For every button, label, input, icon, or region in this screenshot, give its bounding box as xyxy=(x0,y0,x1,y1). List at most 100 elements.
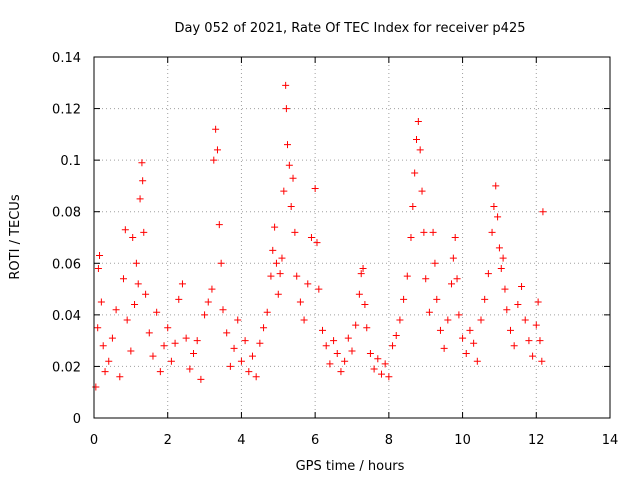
x-tick-label: 12 xyxy=(528,433,545,448)
data-point xyxy=(97,298,105,306)
data-point xyxy=(473,357,481,365)
data-point xyxy=(160,342,168,350)
data-point xyxy=(182,334,190,342)
data-point xyxy=(121,226,129,234)
data-point xyxy=(381,360,389,368)
data-point xyxy=(525,337,533,345)
data-point xyxy=(497,264,505,272)
data-point xyxy=(108,334,116,342)
data-point xyxy=(139,177,147,185)
data-point xyxy=(431,259,439,267)
data-point xyxy=(330,337,338,345)
data-point xyxy=(178,280,186,288)
y-tick-label: 0.1 xyxy=(60,154,81,169)
data-point xyxy=(440,344,448,352)
y-tick-label: 0.14 xyxy=(52,51,81,66)
data-point xyxy=(271,223,279,231)
data-point xyxy=(499,254,507,262)
data-point xyxy=(429,228,437,236)
data-point xyxy=(282,81,290,89)
data-point xyxy=(274,290,282,298)
data-point xyxy=(333,350,341,358)
data-point xyxy=(422,275,430,283)
data-points xyxy=(92,81,547,391)
data-point xyxy=(518,282,526,290)
data-point xyxy=(267,272,275,280)
y-tick-label: 0 xyxy=(73,412,81,427)
data-point xyxy=(186,365,194,373)
data-point xyxy=(300,316,308,324)
data-point xyxy=(357,270,365,278)
data-point xyxy=(477,316,485,324)
data-point xyxy=(433,295,441,303)
data-point xyxy=(407,234,415,241)
data-point xyxy=(131,301,139,309)
data-point xyxy=(341,357,349,365)
data-point xyxy=(94,324,102,332)
data-point xyxy=(138,159,146,167)
data-point xyxy=(99,342,107,350)
data-point xyxy=(291,228,299,236)
data-point xyxy=(287,203,295,211)
data-point xyxy=(289,174,297,182)
data-point xyxy=(514,301,522,309)
data-point xyxy=(116,373,124,381)
data-point xyxy=(96,252,104,260)
data-point xyxy=(389,342,397,350)
data-point xyxy=(105,357,113,365)
data-point xyxy=(304,280,312,288)
data-point xyxy=(269,246,277,254)
data-point xyxy=(94,264,102,272)
data-point xyxy=(164,324,172,332)
x-tick-label: 4 xyxy=(237,433,245,448)
data-point xyxy=(377,370,385,378)
data-point xyxy=(112,306,120,314)
data-point xyxy=(204,298,212,306)
data-point xyxy=(197,375,205,383)
data-point xyxy=(315,285,323,293)
data-point xyxy=(448,280,456,288)
data-point xyxy=(313,239,321,247)
data-point xyxy=(101,368,109,376)
data-point xyxy=(449,254,457,262)
data-point xyxy=(140,228,148,236)
data-point xyxy=(425,308,433,316)
data-point xyxy=(510,342,518,350)
data-point xyxy=(534,298,542,306)
data-point xyxy=(501,285,509,293)
data-point xyxy=(385,373,393,381)
data-point xyxy=(481,295,489,303)
x-tick-label: 2 xyxy=(164,433,172,448)
data-point xyxy=(361,301,369,309)
data-point xyxy=(326,360,334,368)
data-point xyxy=(190,350,198,358)
data-point xyxy=(208,285,216,293)
data-point xyxy=(234,316,242,324)
data-point xyxy=(451,234,459,241)
data-point xyxy=(352,321,360,329)
data-point xyxy=(201,311,209,319)
plot-frame xyxy=(93,56,611,419)
data-point xyxy=(149,352,157,360)
data-point xyxy=(370,365,378,373)
data-point xyxy=(241,337,249,345)
data-point xyxy=(444,316,452,324)
data-point xyxy=(322,342,330,350)
data-point xyxy=(359,264,367,272)
data-point xyxy=(263,308,271,316)
data-point xyxy=(414,117,422,125)
y-tick-label: 0.08 xyxy=(52,206,81,221)
data-point xyxy=(193,337,201,345)
data-point xyxy=(278,254,286,262)
data-point xyxy=(260,324,268,332)
data-point xyxy=(293,272,301,280)
data-point xyxy=(366,350,374,358)
data-point xyxy=(403,272,411,280)
axis-ticks xyxy=(93,56,611,419)
data-point xyxy=(307,234,315,241)
data-point xyxy=(409,203,417,211)
data-point xyxy=(127,347,135,355)
data-point xyxy=(215,221,223,229)
data-point xyxy=(400,295,408,303)
